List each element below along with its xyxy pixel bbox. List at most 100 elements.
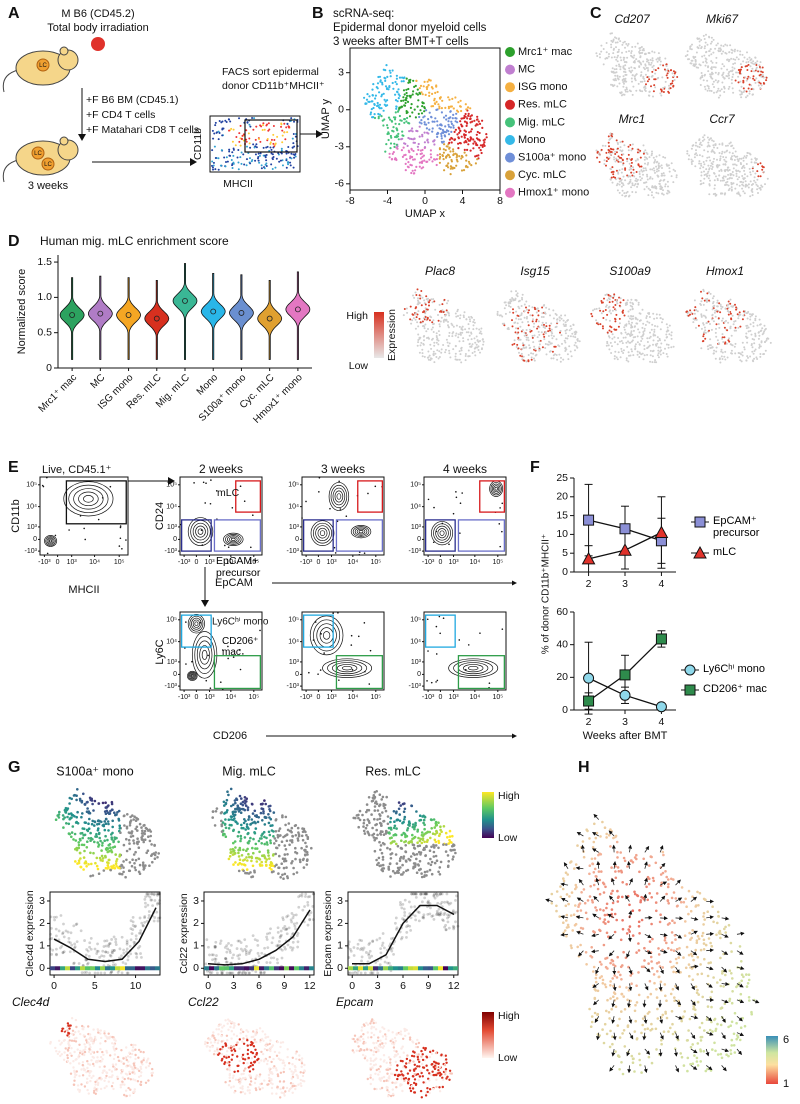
cell-dot bbox=[646, 320, 649, 323]
facs-dot bbox=[272, 156, 275, 159]
cell-dot bbox=[667, 346, 670, 349]
cell-dot bbox=[389, 142, 393, 145]
event-dot bbox=[119, 537, 122, 540]
cell-dot bbox=[641, 170, 644, 173]
cell-dot bbox=[377, 112, 380, 116]
cell-dot bbox=[145, 827, 149, 831]
cell-dot bbox=[746, 77, 749, 80]
contour bbox=[431, 521, 454, 546]
expression-dot bbox=[86, 949, 90, 953]
cell-dot bbox=[758, 334, 761, 337]
cell-dot bbox=[715, 346, 718, 349]
cell-dot bbox=[729, 343, 732, 346]
cell-dot bbox=[607, 306, 610, 309]
cell-dot bbox=[403, 93, 406, 96]
cell-dot bbox=[656, 354, 659, 357]
cell-dot bbox=[630, 168, 633, 170]
cell-dot bbox=[456, 109, 459, 112]
cell-dot bbox=[376, 104, 379, 108]
cell-dot bbox=[450, 130, 453, 133]
facs-dot bbox=[284, 138, 287, 141]
cell-dot bbox=[417, 333, 420, 336]
cell-dot bbox=[721, 317, 724, 320]
cell-dot bbox=[732, 91, 735, 94]
cell-dot bbox=[734, 150, 737, 153]
cell-dot bbox=[515, 290, 517, 293]
event-dot bbox=[205, 679, 208, 682]
cell-dot bbox=[617, 158, 620, 161]
cell-dot bbox=[754, 181, 757, 184]
cell-dot bbox=[735, 306, 738, 309]
cell-dot bbox=[556, 358, 559, 361]
expression-dot bbox=[55, 953, 58, 957]
cell-dot bbox=[726, 44, 729, 47]
cell-dot bbox=[709, 48, 712, 51]
cell-dot bbox=[625, 43, 628, 45]
cell-dot bbox=[81, 1063, 85, 1067]
cell-dot bbox=[509, 305, 512, 308]
expression-dot bbox=[143, 916, 146, 920]
cell-dot bbox=[717, 87, 720, 90]
cell-dot bbox=[565, 328, 568, 331]
cell-dot bbox=[653, 169, 656, 172]
cell-dot bbox=[670, 334, 673, 337]
cell-dot bbox=[568, 345, 571, 348]
cell-dot bbox=[460, 169, 464, 172]
cell-dot bbox=[605, 51, 608, 54]
cell-dot bbox=[630, 186, 633, 189]
cell-dot bbox=[139, 1080, 143, 1084]
cell-dot bbox=[625, 341, 628, 344]
x-tick-label: 10⁵ bbox=[114, 559, 125, 566]
cell-dot bbox=[530, 358, 533, 361]
cell-dot bbox=[708, 174, 711, 177]
contour bbox=[491, 483, 501, 494]
y-tick-label: -10³ bbox=[165, 683, 178, 690]
x-tick-label: 10⁴ bbox=[469, 694, 480, 701]
cell-dot bbox=[481, 145, 484, 148]
expression-dot bbox=[89, 947, 93, 951]
cell-dot bbox=[753, 79, 756, 82]
cell-dot bbox=[732, 58, 735, 61]
cell-dot bbox=[455, 112, 458, 115]
cell-dot bbox=[70, 1039, 74, 1042]
cell-dot bbox=[638, 165, 641, 168]
gate-title: Live, CD45.1⁺ bbox=[42, 464, 112, 476]
cell-dot bbox=[421, 93, 424, 96]
event-dot bbox=[242, 653, 244, 655]
facs-dot bbox=[266, 138, 269, 141]
cell-dot bbox=[760, 75, 763, 78]
cell-dot bbox=[664, 347, 666, 350]
expression-dot bbox=[153, 916, 157, 919]
cell-dot bbox=[740, 93, 743, 96]
cell-dot bbox=[400, 119, 403, 122]
cell-dot bbox=[723, 65, 726, 68]
cell-dot bbox=[606, 299, 609, 302]
event-dot bbox=[351, 669, 354, 671]
cell-dot bbox=[119, 831, 122, 834]
cell-dot bbox=[402, 96, 405, 99]
cell-dot bbox=[514, 331, 517, 334]
cell-dot bbox=[92, 809, 95, 812]
expression-dot bbox=[134, 934, 138, 938]
cell-dot bbox=[378, 75, 382, 78]
cell-dot bbox=[653, 328, 656, 331]
cell-dot bbox=[693, 65, 696, 68]
cell-dot bbox=[720, 348, 723, 351]
cell-dot bbox=[627, 315, 630, 318]
cell-dot bbox=[598, 152, 601, 155]
cell-dot bbox=[517, 305, 520, 308]
cell-dot bbox=[446, 311, 449, 314]
cell-dot bbox=[629, 354, 632, 357]
cell-dot bbox=[115, 858, 119, 861]
y-tick-label: -6 bbox=[335, 178, 344, 190]
cell-dot bbox=[445, 129, 449, 132]
event-dot bbox=[427, 498, 430, 501]
cell-dot bbox=[74, 860, 77, 863]
cell-dot bbox=[667, 90, 670, 93]
cell-dot bbox=[430, 357, 433, 360]
cell-dot bbox=[747, 60, 750, 63]
cell-dot bbox=[454, 344, 457, 347]
cell-dot bbox=[749, 180, 752, 183]
cell-dot bbox=[614, 41, 617, 44]
cell-dot bbox=[99, 839, 102, 843]
